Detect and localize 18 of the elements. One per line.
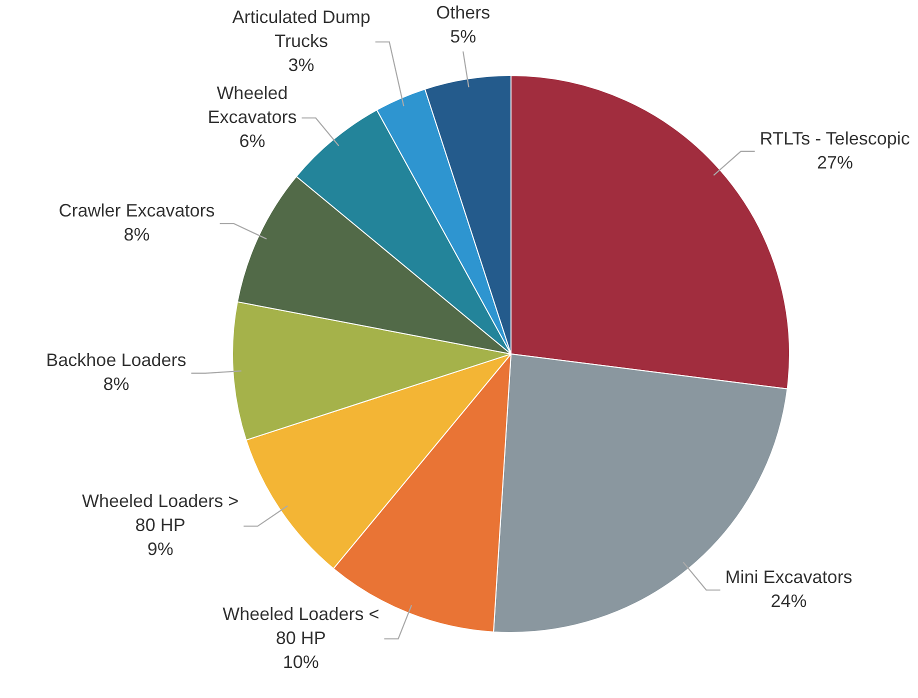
data-label: 5% — [450, 26, 476, 46]
data-label: 6% — [239, 130, 266, 151]
slice-label: Wheeled Excavators — [208, 82, 297, 127]
data-label: 27% — [816, 152, 854, 172]
slice-label: Wheeled Loaders < 80 HP — [222, 604, 380, 648]
data-label: 8% — [103, 374, 130, 394]
slice-label: Articulated Dump Trucks — [232, 6, 370, 51]
data-label: 9% — [147, 539, 174, 560]
data-label: 24% — [770, 591, 807, 612]
data-label: 10% — [282, 652, 319, 672]
data-label: 3% — [288, 54, 314, 75]
slice-label: RTLTs - Telescopic — [760, 128, 910, 148]
slice-label: Mini Excavators — [725, 567, 852, 588]
slice-label: Backhoe Loaders — [46, 350, 186, 370]
data-label: 8% — [124, 224, 150, 245]
slice-label: Crawler Excavators — [58, 200, 215, 221]
slice-label: Wheeled Loaders > 80 HP — [82, 491, 239, 536]
slice-label: Others — [436, 2, 490, 22]
